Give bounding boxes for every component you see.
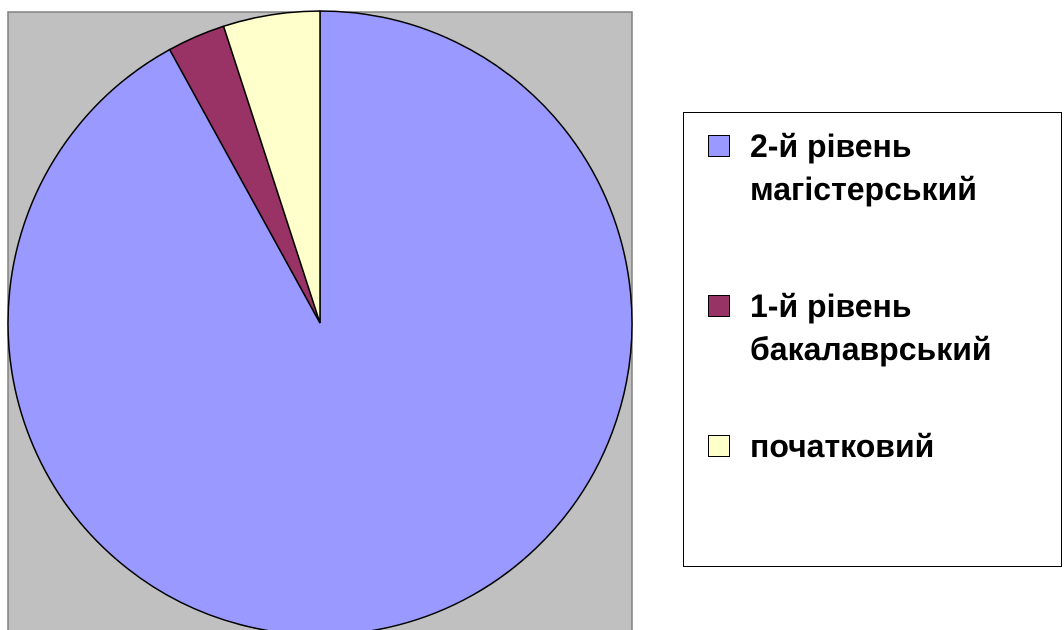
legend-swatch: [708, 435, 730, 457]
legend: 2-й рівень магістерський 1-й рівень бакал…: [683, 112, 1062, 567]
legend-label: початковий: [750, 428, 935, 464]
legend-swatch: [708, 295, 730, 317]
legend-label: 1-й рівень бакалаврський: [750, 288, 992, 367]
legend-label: 2-й рівень магістерський: [750, 128, 977, 207]
legend-swatch: [708, 135, 730, 157]
pie-slice: [222, 10, 321, 324]
pie-slice: [7, 10, 633, 630]
